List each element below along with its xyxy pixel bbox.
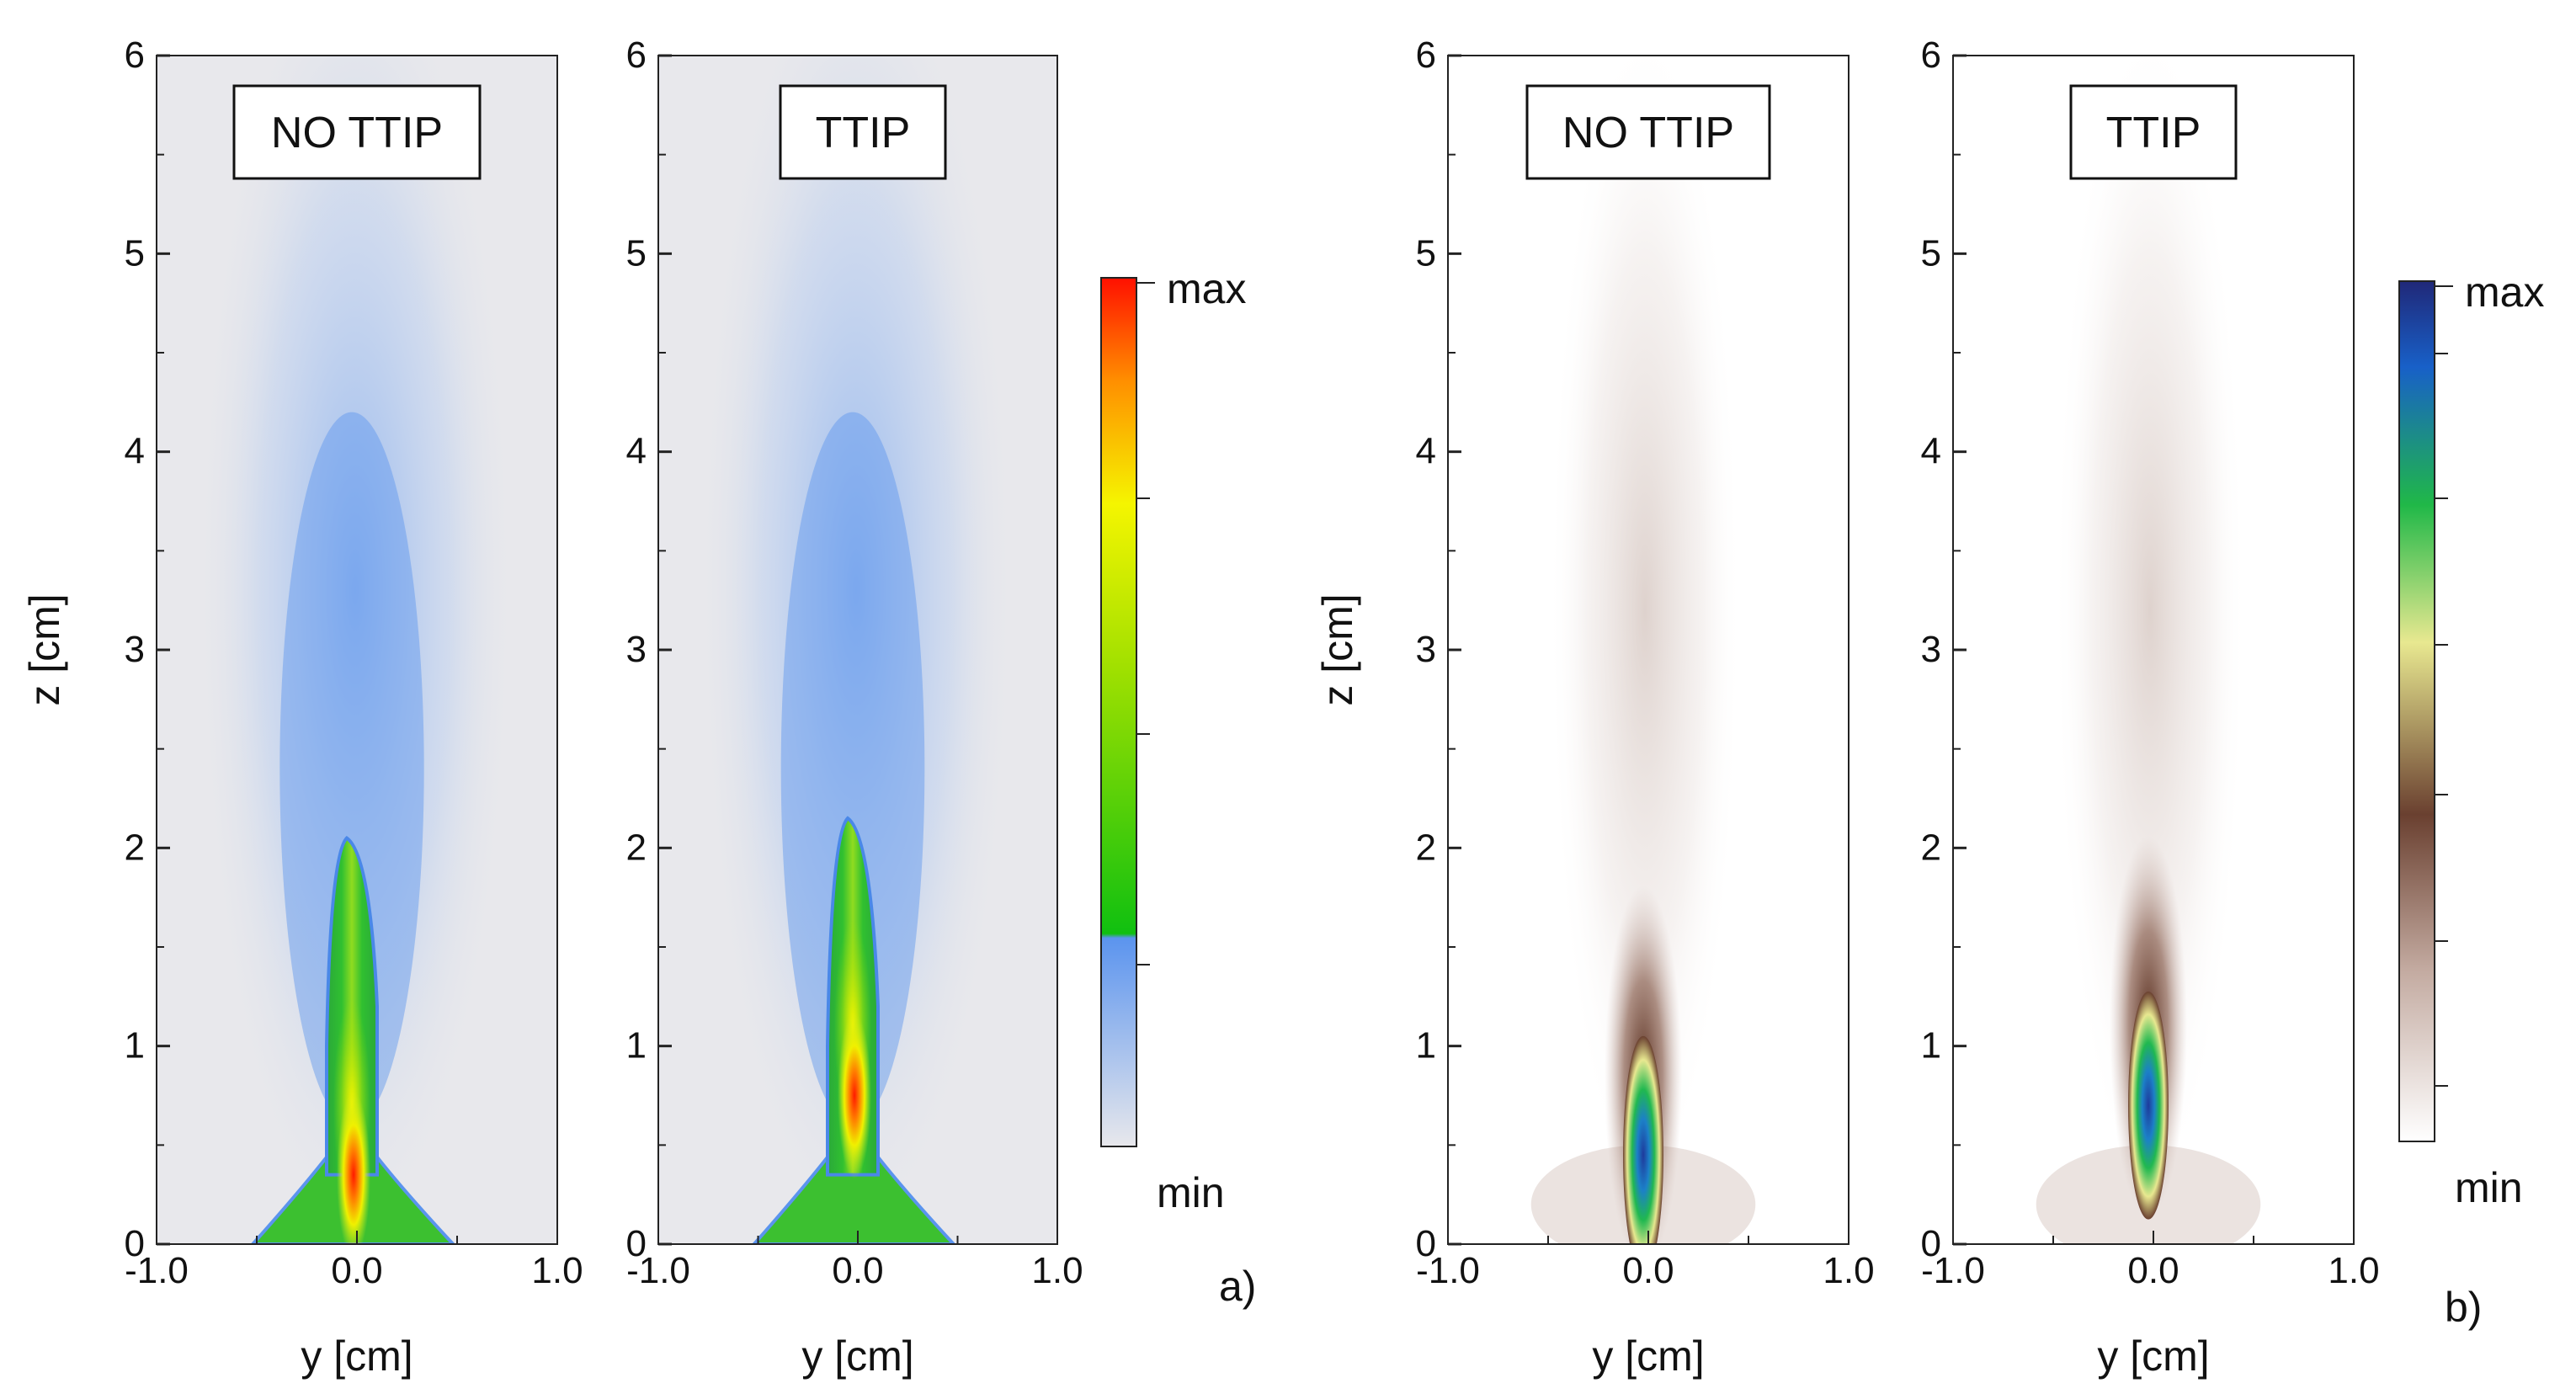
legend-label: TTIP [816, 109, 911, 157]
y-tick-label: 6 [125, 35, 145, 76]
x-tick-label: 1.0 [1031, 1250, 1083, 1291]
colorbar-2: max min [2398, 269, 2544, 1211]
plume-blue [279, 412, 424, 1125]
y-tick-label: 4 [626, 431, 647, 472]
y-tick-label: 3 [1921, 629, 1941, 670]
plume-hotspot [337, 1091, 370, 1244]
colorbar-max-label: max [1167, 265, 1246, 312]
heatmap-panel-3: -1.0 0.0 1.0 0 1 2 3 4 5 6 y [cm] NO TTIP [1416, 35, 1875, 1380]
y-tick-label: 3 [1416, 629, 1436, 670]
heatmap-intensity [194, 56, 516, 1244]
plume-haze [1548, 56, 1742, 1205]
plume-haze [194, 56, 516, 1244]
y-axis-label: z [cm] [21, 593, 68, 705]
legend-label: TTIP [2106, 109, 2201, 157]
y-tick-label: 3 [125, 629, 145, 670]
y-tick-label: 2 [626, 827, 647, 868]
y-axis-label: z [cm] [1314, 593, 1361, 705]
colorbar-gradient [1100, 277, 1137, 1147]
colorbar-min-label: min [1157, 1169, 1225, 1216]
plume-haze [696, 56, 1016, 1244]
y-tick-label: 1 [1921, 1025, 1941, 1067]
y-tick-label: 6 [1921, 35, 1941, 76]
legend-box [2069, 84, 2238, 180]
plume-blue [780, 412, 925, 1125]
colorbar-max-label: max [2465, 269, 2544, 316]
colorbar-min-label: min [2455, 1164, 2523, 1211]
y-tick-label: 2 [1921, 827, 1941, 868]
heatmap-panel-1: -1.0 0.0 1.0 0 1 2 3 4 5 6 y [cm] NO TTIP [125, 35, 583, 1380]
x-tick-label: 0.0 [331, 1250, 382, 1291]
y-tick-label: 2 [125, 827, 145, 868]
plume-hotspot [838, 1012, 871, 1179]
x-tick-label: 1.0 [531, 1250, 583, 1291]
panel-label-a: a) [1219, 1263, 1256, 1310]
y-tick-label: 5 [1921, 232, 1941, 274]
y-tick-label: 4 [1416, 431, 1436, 472]
x-axis-label: y [cm] [301, 1333, 412, 1380]
y-tick-label: 1 [626, 1025, 647, 1067]
x-tick-label: -1.0 [125, 1250, 189, 1291]
x-axis-label: y [cm] [1592, 1333, 1704, 1380]
x-tick-label: 1.0 [1823, 1250, 1874, 1291]
y-tick-label: 0 [125, 1223, 145, 1264]
y-tick-label: 1 [1416, 1025, 1436, 1067]
x-tick-label: 0.0 [832, 1250, 883, 1291]
x-tick-label: -1.0 [1416, 1250, 1480, 1291]
legend-box [779, 84, 947, 180]
y-tick-label: 5 [626, 232, 647, 274]
y-tick-label: 4 [125, 431, 145, 472]
legend-label: NO TTIP [1562, 109, 1734, 157]
y-tick-label: 0 [1921, 1223, 1941, 1264]
y-tick-label: 0 [1416, 1223, 1436, 1264]
y-tick-label: 1 [125, 1025, 145, 1067]
colorbar-1: max min [1100, 265, 1246, 1216]
heatmap-panel-4: -1.0 0.0 1.0 0 1 2 3 4 5 6 y [cm] TTIP [1921, 35, 2380, 1380]
y-tick-label: 0 [626, 1223, 647, 1264]
x-axis-label: y [cm] [801, 1333, 913, 1380]
plume-core [2128, 991, 2169, 1220]
legend-label: NO TTIP [271, 109, 443, 157]
x-tick-label: -1.0 [626, 1250, 690, 1291]
heatmap-intensity [1530, 56, 1756, 1244]
y-tick-label: 4 [1921, 431, 1941, 472]
y-tick-label: 2 [1416, 827, 1436, 868]
heatmap-panel-2: -1.0 0.0 1.0 0 1 2 3 4 5 6 y [cm] TTIP [626, 35, 1083, 1380]
plume-core [1623, 1035, 1663, 1244]
x-axis-label: y [cm] [2097, 1333, 2209, 1380]
panel-label-b: b) [2445, 1284, 2482, 1331]
plume-haze [2053, 56, 2247, 1205]
x-tick-label: 0.0 [2127, 1250, 2179, 1291]
x-tick-label: 1.0 [2328, 1250, 2379, 1291]
y-tick-label: 6 [626, 35, 647, 76]
y-tick-label: 3 [626, 629, 647, 670]
y-tick-label: 6 [1416, 35, 1436, 76]
colorbar-gradient [2398, 280, 2435, 1142]
y-tick-label: 5 [1416, 232, 1436, 274]
legend-box [1525, 84, 1771, 180]
heatmap-intensity [2036, 56, 2261, 1244]
y-tick-label: 5 [125, 232, 145, 274]
heatmap-intensity [696, 56, 1016, 1244]
x-tick-label: 0.0 [1622, 1250, 1674, 1291]
x-tick-label: -1.0 [1921, 1250, 1985, 1291]
legend-box [232, 84, 482, 180]
